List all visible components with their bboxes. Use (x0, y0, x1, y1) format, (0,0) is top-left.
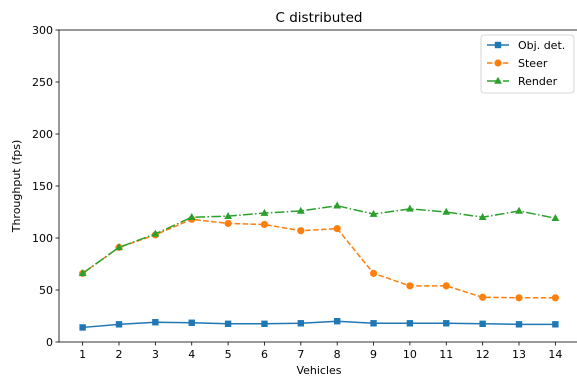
data-point-steer (551, 294, 559, 302)
y-tick-label: 300 (32, 24, 53, 37)
data-point-steer (479, 293, 487, 301)
data-point-render (515, 206, 523, 214)
data-point-obj-det (115, 321, 123, 328)
y-tick-label: 150 (32, 180, 53, 193)
x-tick-label: 2 (116, 348, 123, 361)
x-tick-label: 5 (225, 348, 232, 361)
y-tick-label: 250 (32, 76, 53, 89)
x-tick-label: 4 (188, 348, 195, 361)
legend-item-steer: Steer (487, 57, 548, 70)
data-point-obj-det (515, 321, 523, 328)
y-tick-label: 200 (32, 128, 53, 141)
data-point-steer (515, 294, 523, 302)
data-point-steer (442, 282, 450, 290)
data-point-obj-det (297, 320, 305, 327)
legend-label-obj-det: Obj. det. (518, 39, 565, 52)
data-point-render (369, 209, 378, 217)
data-point-render (115, 243, 123, 251)
data-point-obj-det (479, 320, 486, 327)
x-tick-label: 12 (476, 348, 490, 361)
legend-marker-obj-det (494, 41, 502, 49)
legend-item-render: Render (487, 75, 558, 88)
x-tick-label: 6 (261, 348, 268, 361)
x-tick-label: 9 (370, 348, 377, 361)
legend-label-render: Render (518, 75, 558, 88)
data-point-obj-det (333, 318, 341, 325)
legend-marker-render (494, 76, 502, 84)
x-tick-label: 7 (297, 348, 304, 361)
x-axis: 1 2 3 4 5 6 7 8 9 10 11 12 13 14 (79, 342, 562, 361)
data-point-obj-det (79, 324, 86, 331)
x-tick-label: 14 (548, 348, 562, 361)
y-tick-label: 0 (46, 336, 53, 349)
data-point-obj-det (443, 320, 450, 327)
data-point-render (78, 269, 87, 277)
data-point-render (296, 206, 305, 214)
series-render (78, 201, 560, 277)
data-point-obj-det (152, 319, 159, 326)
data-point-obj-det (370, 320, 377, 327)
y-tick-label: 50 (39, 284, 53, 297)
data-point-render (333, 201, 342, 209)
data-point-steer (297, 227, 305, 235)
x-axis-label: Vehicles (296, 364, 341, 377)
x-tick-label: 1 (79, 348, 86, 361)
x-tick-label: 3 (152, 348, 159, 361)
series-line-obj-det (82, 320, 556, 329)
legend-marker-steer (494, 59, 502, 67)
x-tick-label: 13 (512, 348, 526, 361)
y-tick-label: 100 (32, 232, 53, 245)
legend-box (480, 34, 575, 94)
data-point-steer (406, 282, 414, 290)
legend-item-obj-det: Obj. det. (487, 39, 565, 52)
x-tick-label: 10 (403, 348, 417, 361)
x-tick-label: 8 (334, 348, 341, 361)
data-point-obj-det (261, 320, 268, 327)
y-axis: 0 50 100 150 200 250 300 (32, 24, 59, 349)
y-axis-label: Throughput (fps) (10, 140, 23, 234)
data-point-render (260, 208, 269, 216)
data-point-render (478, 213, 487, 220)
data-point-render (442, 207, 451, 215)
x-tick-label: 11 (439, 348, 453, 361)
legend-label-steer: Steer (518, 57, 548, 70)
data-point-steer (260, 220, 269, 229)
data-point-steer (369, 269, 378, 277)
data-point-render (187, 213, 196, 220)
data-point-obj-det (406, 320, 414, 327)
series-steer (79, 215, 559, 302)
series-layer (78, 201, 560, 331)
data-point-render (551, 214, 560, 222)
series-line-render (82, 204, 556, 274)
data-point-steer (333, 225, 341, 233)
chart-title: C distributed (276, 10, 363, 26)
series-line-steer (82, 218, 556, 299)
series-obj-det (79, 318, 559, 331)
legend: Obj. det. Steer Render (480, 34, 575, 94)
data-point-obj-det (224, 320, 232, 327)
data-point-obj-det (188, 319, 195, 326)
data-point-steer (224, 219, 232, 228)
data-point-render (224, 211, 232, 219)
data-point-obj-det (552, 321, 559, 328)
data-point-render (151, 229, 160, 237)
data-point-render (406, 204, 414, 212)
